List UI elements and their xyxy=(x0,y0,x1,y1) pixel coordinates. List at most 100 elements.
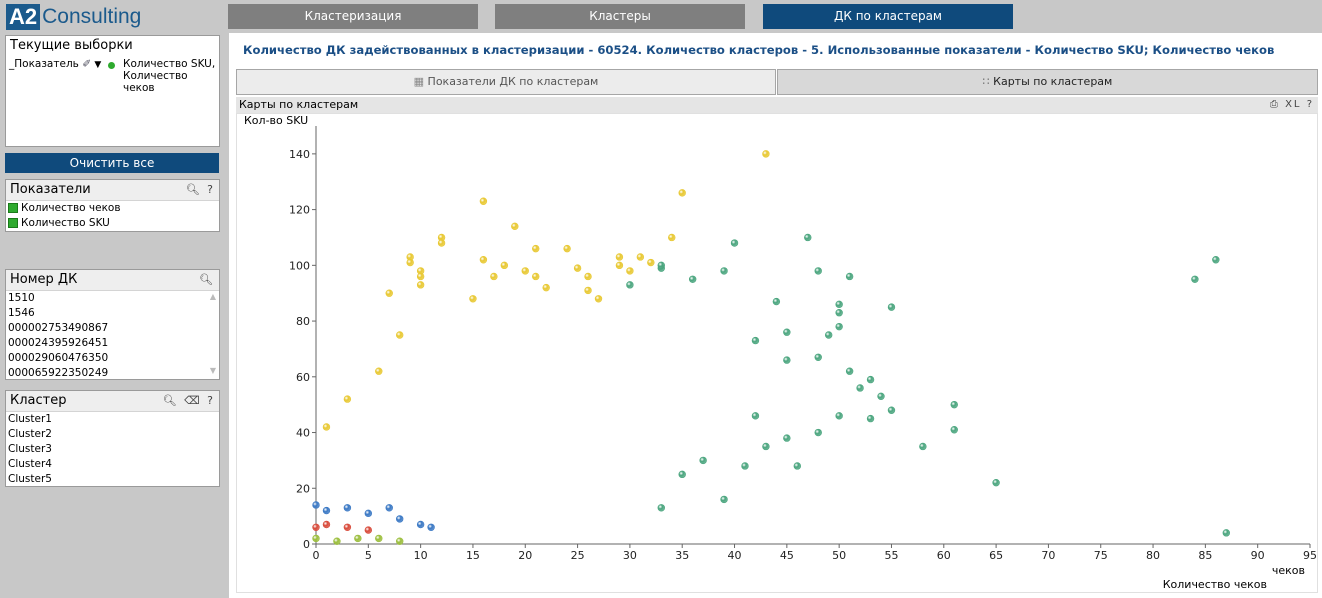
eraser-icon[interactable]: ⌫ xyxy=(184,394,202,407)
scatter-point xyxy=(814,267,822,275)
scatter-point xyxy=(563,244,571,253)
x-tick-label: 40 xyxy=(728,549,742,562)
scatter-point xyxy=(814,353,822,361)
search-icon[interactable]: 🔍︎ xyxy=(199,273,215,286)
scatter-point xyxy=(364,526,373,534)
scatter-point xyxy=(615,253,624,261)
scatter-point xyxy=(396,515,404,523)
list-item[interactable]: 000065922350249 xyxy=(8,367,109,379)
help-icon[interactable]: ? xyxy=(207,394,215,407)
scatter-point xyxy=(657,504,665,512)
x-tick-label: 10 xyxy=(414,549,428,562)
scatter-point xyxy=(532,244,540,253)
x-tick-label: 55 xyxy=(884,549,898,562)
dropdown-arrow-icon[interactable]: ▼ xyxy=(94,60,102,70)
nav-button-clustering[interactable]: Кластеризация xyxy=(228,4,478,29)
list-item[interactable]: 000002753490867 xyxy=(8,322,109,334)
scatter-point xyxy=(835,322,843,331)
scroll-up-icon[interactable]: ▲ xyxy=(209,292,216,301)
list-item[interactable]: 000024395926451 xyxy=(8,337,109,349)
clear-all-button[interactable]: Очистить все xyxy=(5,153,219,173)
indicators-title: Показатели xyxy=(10,182,91,197)
x-axis-label: Количество чеков xyxy=(1163,578,1267,591)
scatter-point xyxy=(343,395,352,403)
y-tick-label: 120 xyxy=(289,204,310,217)
scatter-point xyxy=(416,272,425,281)
scatter-point xyxy=(887,406,896,414)
scatter-point xyxy=(678,189,686,197)
x-tick-label: 45 xyxy=(780,549,794,562)
help-icon[interactable]: ? xyxy=(207,183,215,196)
list-item[interactable]: 1546 xyxy=(8,307,35,319)
scatter-point xyxy=(1212,256,1220,264)
list-item[interactable]: Cluster4 xyxy=(8,458,52,470)
list-item[interactable]: Cluster2 xyxy=(8,428,52,440)
scatter-point xyxy=(416,520,425,529)
scatter-point xyxy=(322,506,331,515)
scatter-point xyxy=(490,272,498,281)
scatter-point xyxy=(312,534,320,543)
list-item[interactable]: 1510 xyxy=(8,292,35,304)
x-tick-label: 60 xyxy=(937,549,951,562)
help-icon[interactable]: ? xyxy=(1306,99,1314,110)
x-tick-label: 85 xyxy=(1198,549,1212,562)
selected-marker-icon xyxy=(8,218,18,228)
scatter-point xyxy=(469,295,477,303)
main-panel: Количество ДК задействованных в кластери… xyxy=(229,33,1322,598)
scatter-point xyxy=(657,261,665,270)
scatter-point xyxy=(783,356,791,364)
nav-button-clusters[interactable]: Кластеры xyxy=(495,4,745,29)
selection-value-1: Количество SKU, xyxy=(123,58,216,70)
list-item[interactable]: Cluster5 xyxy=(8,473,52,485)
search-icon[interactable]: 🔍︎ xyxy=(185,183,202,196)
clear-selection-icon[interactable]: ✐ xyxy=(82,58,91,70)
search-icon[interactable]: 🔍︎ xyxy=(162,394,179,407)
scatter-point xyxy=(845,272,854,281)
scatter-point xyxy=(835,309,843,317)
scatter-point xyxy=(333,537,341,545)
scatter-point xyxy=(793,462,802,470)
x-tick-label: 0 xyxy=(313,549,320,562)
list-item[interactable]: Cluster1 xyxy=(8,413,52,425)
x-tick-label: 25 xyxy=(571,549,585,562)
summary-headline: Количество ДК задействованных в кластери… xyxy=(243,43,1275,57)
scroll-down-icon[interactable]: ▼ xyxy=(209,366,216,375)
list-item[interactable]: Cluster3 xyxy=(8,443,52,455)
list-item[interactable]: Количество SKU xyxy=(6,216,219,231)
scatter-point xyxy=(532,272,540,281)
x-tick-label: 20 xyxy=(518,549,532,562)
scatter-point xyxy=(385,289,393,297)
scatter-chart: Кол-во SKU чеков Количество чеков 0 5 10 15… xyxy=(236,113,1318,593)
list-item[interactable]: Количество чеков xyxy=(6,201,219,216)
scatter-point xyxy=(678,470,686,479)
green-dot-icon xyxy=(108,62,115,69)
x-tick-label: 90 xyxy=(1251,549,1265,562)
scatter-point xyxy=(1191,275,1199,283)
logo-mark: A2 xyxy=(6,4,41,30)
scatter-point xyxy=(751,412,760,420)
scatter-icon: ∷ xyxy=(982,75,990,88)
scatter-point xyxy=(1222,529,1230,537)
print-icon[interactable]: ⎙ xyxy=(1269,99,1280,110)
y-tick-label: 40 xyxy=(296,427,310,440)
scatter-point xyxy=(783,328,791,336)
x-tick-label: 75 xyxy=(1094,549,1108,562)
scatter-point xyxy=(887,303,896,311)
scatter-point xyxy=(312,523,320,531)
scatter-point xyxy=(322,423,331,431)
nav-button-cards-by-cluster[interactable]: ДК по кластерам xyxy=(763,4,1013,29)
y-tick-label: 0 xyxy=(303,538,310,551)
scatter-point xyxy=(992,478,1000,487)
scatter-point xyxy=(584,272,592,281)
x-tick-label: 70 xyxy=(1041,549,1055,562)
tab-cards-by-cluster[interactable]: ∷ Карты по кластерам xyxy=(777,69,1318,95)
scatter-point xyxy=(584,286,592,295)
scatter-point xyxy=(375,534,383,543)
list-item[interactable]: 000029060476350 xyxy=(8,352,109,364)
tab-card-indicators[interactable]: ▦ Показатели ДК по кластерам xyxy=(236,69,776,95)
scatter-point xyxy=(343,523,352,531)
export-excel-icon[interactable]: XL xyxy=(1285,99,1302,110)
y-tick-label: 100 xyxy=(289,259,310,272)
scatter-point xyxy=(416,281,425,289)
logo-text: Consulting xyxy=(42,5,142,28)
